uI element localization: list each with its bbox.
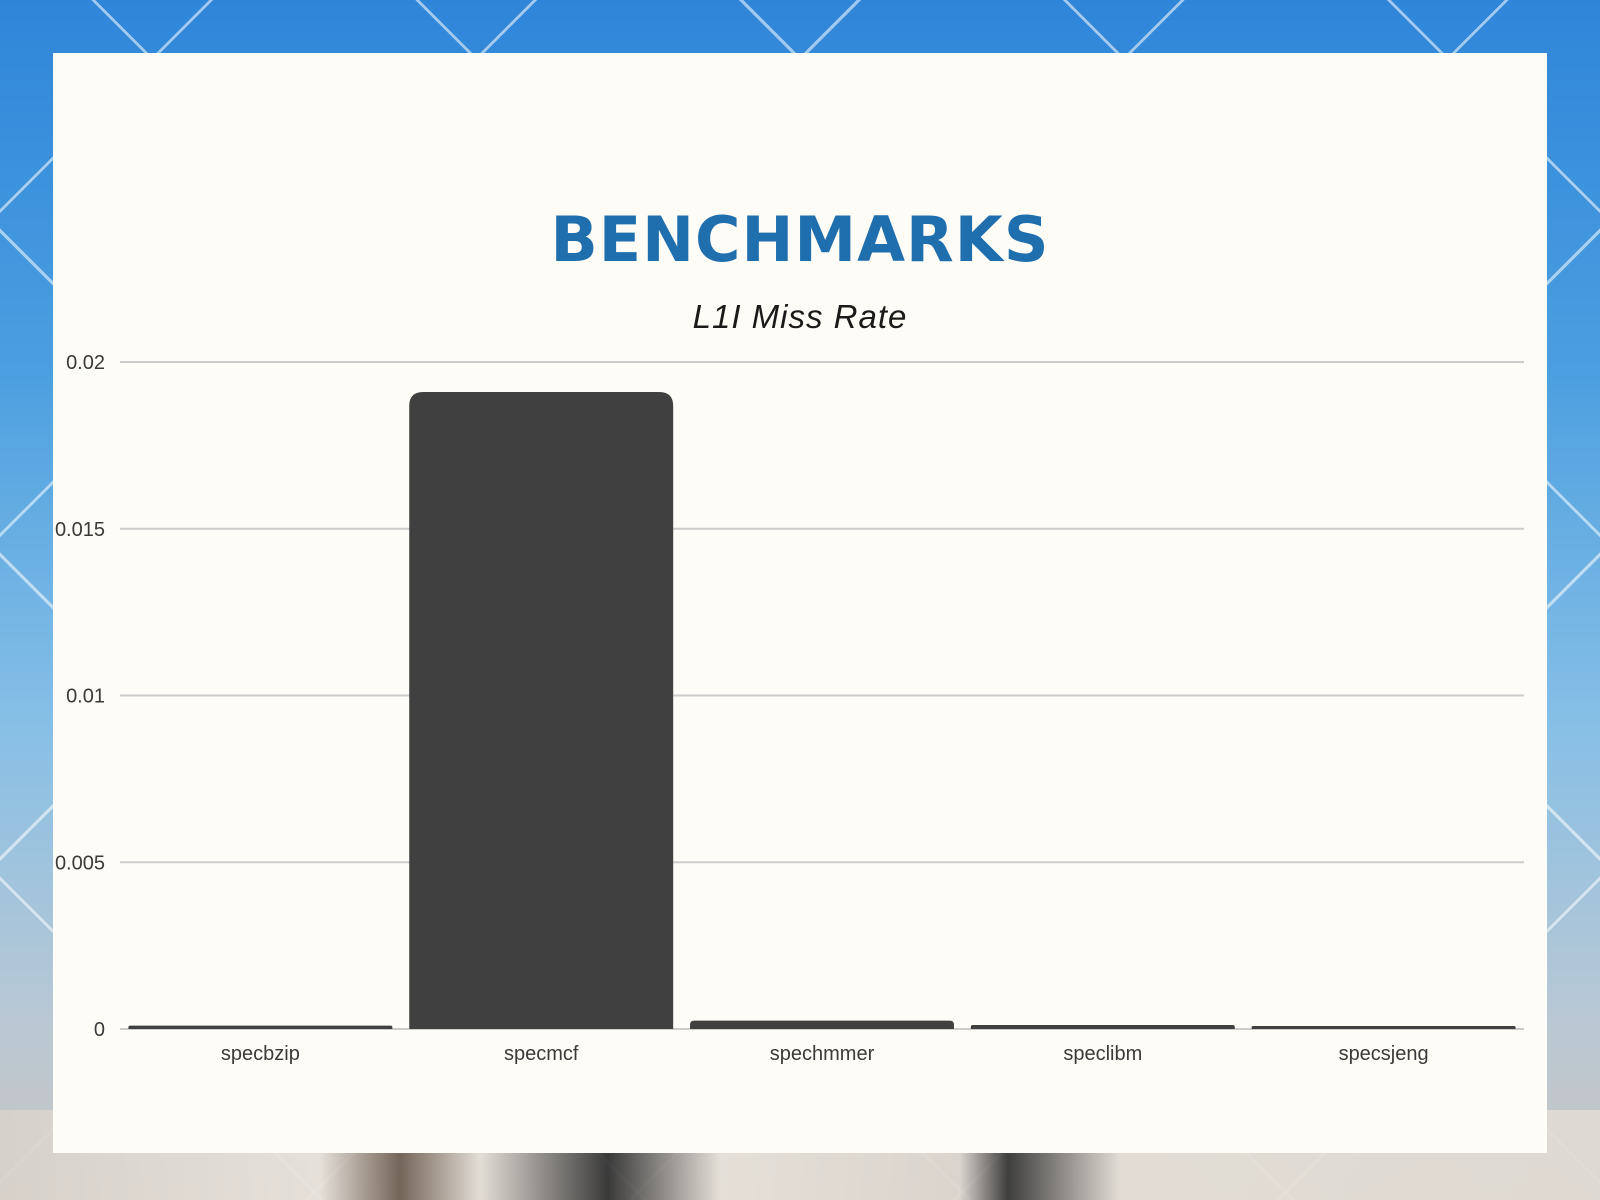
bars bbox=[128, 392, 1516, 1029]
x-tick-label: specbzip bbox=[221, 1043, 300, 1065]
y-axis-ticks: 0 0.005 0.01 0.015 0.02 bbox=[55, 352, 105, 1041]
y-tick-label: 0.02 bbox=[66, 352, 105, 374]
chart-subtitle: L1I Miss Rate bbox=[692, 298, 908, 335]
slide-title: BENCHMARKS bbox=[550, 203, 1050, 276]
y-tick-label: 0.005 bbox=[55, 852, 105, 874]
x-tick-label: spechmmer bbox=[770, 1043, 875, 1065]
bar-specbzip bbox=[128, 1025, 393, 1029]
bar-speclibm bbox=[970, 1024, 1235, 1029]
x-axis-ticks: specbzip specmcf spechmmer speclibm specsjen… bbox=[221, 1043, 1429, 1065]
y-tick-label: 0 bbox=[94, 1019, 105, 1041]
y-tick-label: 0.015 bbox=[55, 519, 105, 541]
x-tick-label: specmcf bbox=[504, 1043, 579, 1065]
x-tick-label: speclibm bbox=[1063, 1043, 1142, 1065]
x-tick-label: specsjeng bbox=[1339, 1043, 1429, 1065]
bar-specsjeng bbox=[1251, 1026, 1516, 1029]
gridlines bbox=[120, 361, 1524, 1030]
bar-spechmmer bbox=[690, 1020, 954, 1029]
bar-specmcf bbox=[409, 392, 674, 1029]
slide-card: BENCHMARKS L1I Miss Rate bbox=[53, 53, 1547, 1153]
y-tick-label: 0.01 bbox=[66, 686, 105, 708]
